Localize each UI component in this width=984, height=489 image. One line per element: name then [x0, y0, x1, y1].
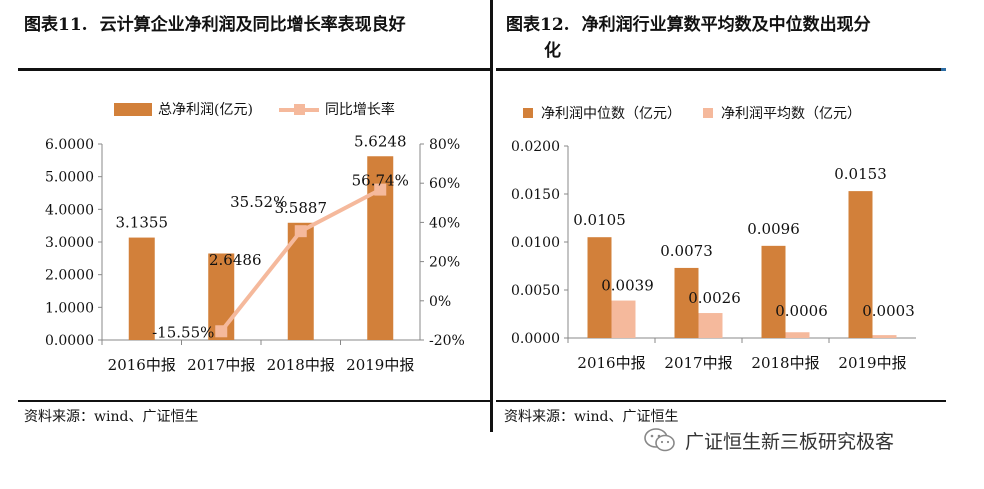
x-tick-label: 2017中报: [187, 356, 255, 374]
y-tick-label: 0.0150: [511, 187, 560, 203]
left-bottom-rule: [18, 400, 490, 402]
left-source-note: 资料来源：wind、广证恒生: [24, 409, 199, 425]
left-title-rule: [18, 68, 490, 71]
bar-average: [698, 313, 723, 338]
right-title-number: 图表12.: [506, 15, 570, 35]
legend-swatch-average: [703, 108, 713, 118]
right-legend: 净利润中位数（亿元） 净利润平均数（亿元）: [523, 103, 861, 123]
y-tick-label: 0.0050: [511, 283, 560, 299]
x-tick-label: 2018中报: [267, 356, 335, 374]
x-tick-label: 2017中报: [664, 354, 732, 372]
left-y-tick-label: 2.0000: [45, 268, 94, 284]
bar-average: [872, 335, 897, 338]
bar-label-net-profit: 5.6248: [354, 132, 407, 150]
right-y-tick-label: 80%: [429, 137, 460, 153]
right-title-rule: [496, 68, 941, 71]
growth-rate-marker: [215, 325, 228, 338]
left-chart-title: 图表11. 云计算企业净利润及同比增长率表现良好: [24, 12, 406, 38]
bar-label-median: 0.0096: [747, 220, 800, 238]
growth-rate-label: 56.74%: [352, 172, 409, 190]
y-tick-label: 0.0200: [511, 139, 560, 155]
bar-label-net-profit: 3.5887: [275, 199, 328, 217]
legend-label-growth: 同比增长率: [324, 102, 395, 118]
bar-label-average: 0.0039: [601, 277, 654, 295]
growth-rate-label: -15.55%: [152, 323, 214, 341]
bar-label-average: 0.0003: [862, 302, 915, 320]
x-tick-label: 2016中报: [577, 354, 645, 372]
bar-label-net-profit: 3.1355: [116, 214, 169, 232]
legend-label-median: 净利润中位数（亿元）: [541, 106, 681, 122]
legend-label-average: 净利润平均数（亿元）: [721, 106, 861, 122]
growth-rate-label: 35.52%: [230, 193, 287, 211]
bar-label-median: 0.0153: [834, 165, 887, 183]
right-bottom-rule: [496, 400, 946, 402]
legend-swatch-line: [278, 103, 319, 116]
right-bar-chart: 0.0000 0.0050 0.0100 0.0150 0.0200 2016中报 0.01…: [511, 139, 916, 372]
left-y-tick-label: 5.0000: [45, 170, 94, 186]
watermark: 广证恒生新三板研究极客: [643, 426, 894, 454]
bar-median: [848, 191, 873, 338]
bar-label-median: 0.0073: [660, 242, 713, 260]
panel-divider: [490, 0, 493, 432]
left-title-number: 图表11.: [24, 15, 88, 35]
legend-label-net-profit: 总净利润(亿元): [158, 102, 253, 118]
right-y-tick-label: 20%: [429, 255, 460, 271]
bar-average: [611, 300, 636, 338]
left-y-tick-label: 3.0000: [45, 235, 94, 251]
right-title-rule-accent: [941, 68, 946, 71]
right-chart-title: 图表12. 净利润行业算数平均数及中位数出现分 化: [506, 12, 946, 64]
bar-label-median: 0.0105: [573, 211, 626, 229]
right-title-line1: 净利润行业算数平均数及中位数出现分: [581, 15, 871, 35]
right-title-line2: 化: [544, 41, 561, 61]
x-tick-label: 2016中报: [108, 356, 176, 374]
left-combo-chart: 0.0000 1.0000 2.0000 3.0000 4.0000 5.0000 6.00…: [45, 132, 465, 374]
growth-rate-marker: [374, 183, 387, 196]
y-tick-label: 0.0100: [511, 235, 560, 251]
growth-rate-marker: [294, 225, 307, 238]
left-y-tick-label: 6.0000: [45, 137, 94, 153]
left-y-tick-label: 4.0000: [45, 202, 94, 218]
x-tick-label: 2018中报: [751, 354, 819, 372]
bar-net-profit: [128, 237, 155, 340]
left-y-tick-label: 0.0000: [45, 333, 94, 349]
right-y-tick-label: 0%: [429, 294, 451, 310]
x-tick-label: 2019中报: [346, 356, 414, 374]
legend-swatch-median: [523, 108, 533, 118]
watermark-text: 广证恒生新三板研究极客: [685, 430, 895, 453]
bar-average: [785, 332, 810, 338]
x-tick-label: 2019中报: [838, 354, 906, 372]
right-source-note: 资料来源：wind、广证恒生: [504, 409, 679, 425]
bar-label-average: 0.0006: [775, 302, 828, 320]
bar-label-net-profit: 2.6486: [209, 251, 262, 269]
y-tick-label: 0.0000: [511, 331, 560, 347]
right-y-tick-label: 40%: [429, 215, 460, 231]
bar-median: [587, 237, 612, 338]
left-title-text: 云计算企业净利润及同比增长率表现良好: [99, 15, 406, 35]
right-y-tick-label: -20%: [429, 333, 465, 349]
legend-swatch-bar: [114, 102, 152, 116]
bar-label-average: 0.0026: [688, 289, 741, 307]
right-y-tick-label: 60%: [429, 176, 460, 192]
wechat-icon: [644, 428, 675, 452]
bar-median: [674, 267, 699, 338]
left-y-tick-label: 1.0000: [45, 300, 94, 316]
bar-median: [761, 245, 786, 338]
left-legend: 总净利润(亿元) 同比增长率: [114, 99, 395, 119]
